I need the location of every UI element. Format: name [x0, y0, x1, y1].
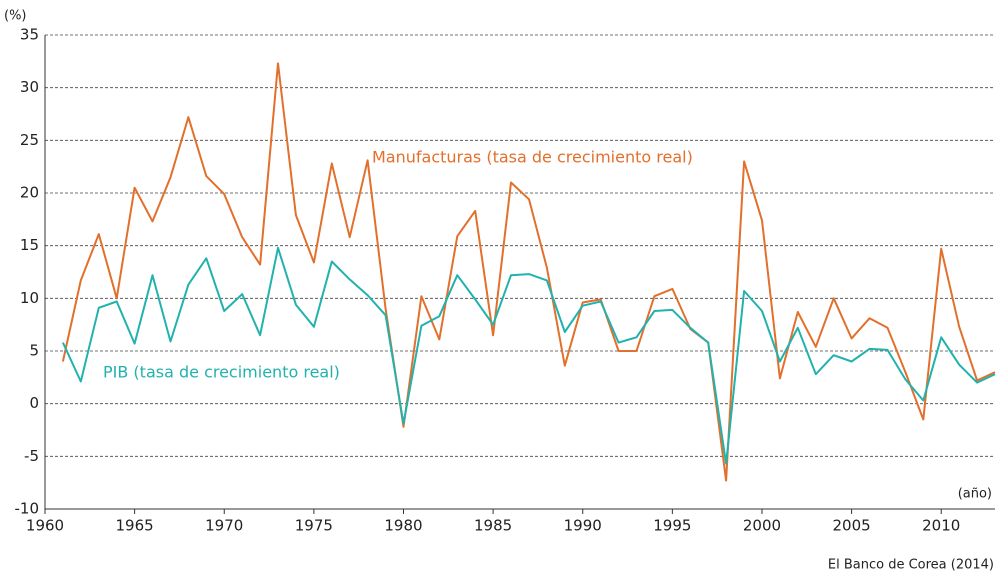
y-tick-label: -10 [15, 500, 40, 518]
x-tick-label: 2005 [833, 517, 871, 535]
x-unit: (año) [958, 487, 992, 502]
y-tick-label: 10 [20, 289, 39, 307]
x-tick-label: 1995 [653, 517, 691, 535]
y-tick-label: 5 [29, 342, 39, 360]
x-tick-label: 2010 [922, 517, 960, 535]
x-tick-label: 1970 [205, 517, 243, 535]
x-tick-label: 1980 [384, 517, 422, 535]
series-line [61, 62, 996, 482]
series-line [61, 246, 996, 465]
y-tick-label: 0 [29, 394, 39, 412]
y-tick-label: 15 [20, 236, 39, 254]
x-tick-label: 1990 [564, 517, 602, 535]
source: El Banco de Corea (2014) [828, 558, 994, 573]
y-tick-label: 20 [20, 184, 39, 202]
y-tick-label: 25 [20, 131, 39, 149]
x-tick-label: 1965 [116, 517, 154, 535]
y-tick-label: 35 [20, 26, 39, 44]
x-tick-label: 2000 [743, 517, 781, 535]
series-label: Manufacturas (tasa de crecimiento real) [372, 148, 693, 167]
y-tick-label: -5 [24, 447, 39, 465]
x-tick-label: 1975 [295, 517, 333, 535]
y-tick-label: 30 [20, 78, 39, 96]
series-label: PIB (tasa de crecimiento real) [103, 363, 340, 382]
x-tick-label: 1985 [474, 517, 512, 535]
y-unit: (%) [4, 9, 27, 24]
x-tick-label: 1960 [26, 517, 64, 535]
